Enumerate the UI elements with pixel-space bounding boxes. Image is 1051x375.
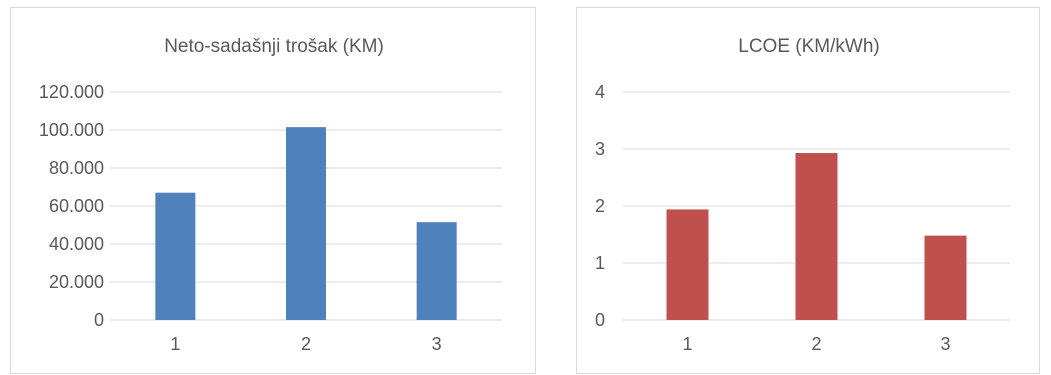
y-tick-label: 3 <box>595 139 605 159</box>
x-tick-label: 1 <box>170 334 180 354</box>
x-tick-label: 3 <box>432 334 442 354</box>
y-tick-label: 40.000 <box>49 234 104 254</box>
y-tick-label: 80.000 <box>49 158 104 178</box>
bar <box>666 209 709 320</box>
y-tick-label: 100.000 <box>39 120 104 140</box>
y-tick-label: 60.000 <box>49 196 104 216</box>
y-tick-label: 4 <box>595 82 605 102</box>
x-tick-label: 3 <box>940 334 950 354</box>
chart-title: LCOE (KM/kWh) <box>738 36 879 57</box>
bar <box>795 152 838 320</box>
bar <box>924 235 967 320</box>
bar <box>155 192 196 320</box>
y-tick-label: 120.000 <box>39 82 104 102</box>
chart-title: Neto-sadašnji trošak (KM) <box>164 36 384 57</box>
chart-panel-lcoe: LCOE (KM/kWh) 0 1 2 3 4 1 2 3 <box>576 7 1040 374</box>
y-tick-label: 0 <box>94 310 104 330</box>
y-tick-label: 20.000 <box>49 272 104 292</box>
x-tick-label: 2 <box>811 334 821 354</box>
y-tick-label: 2 <box>595 196 605 216</box>
y-tick-label: 0 <box>595 310 605 330</box>
net-present-cost-chart: Neto-sadašnji trošak (KM) 0 20.000 40.000 6… <box>39 36 502 354</box>
bar <box>286 127 326 321</box>
y-tick-label: 1 <box>595 253 605 273</box>
lcoe-chart: LCOE (KM/kWh) 0 1 2 3 4 1 2 3 <box>595 36 1010 354</box>
x-tick-label: 2 <box>301 334 311 354</box>
x-tick-label: 1 <box>682 334 692 354</box>
chart-panel-net-present-cost: Neto-sadašnji trošak (KM) 0 20.000 40.000 6… <box>10 7 536 374</box>
bar <box>416 222 457 320</box>
